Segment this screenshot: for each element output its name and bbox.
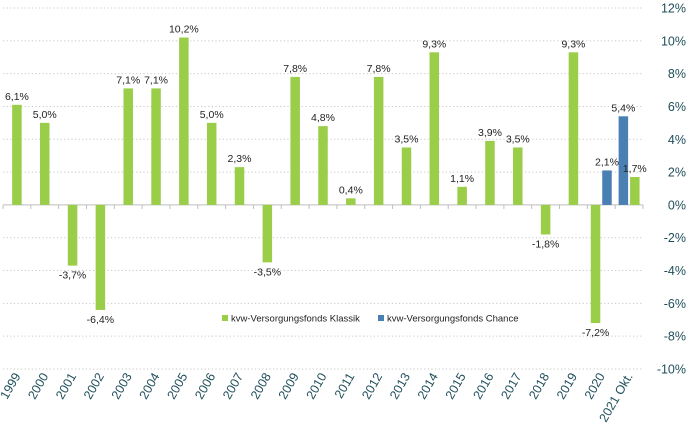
data-label-klassik: 1,1%	[450, 173, 474, 185]
y-tick-label: 8%	[668, 67, 686, 81]
data-label-klassik: -6,4%	[87, 314, 114, 326]
x-tick-label: 2004	[137, 370, 163, 401]
legend-label-chance: kvw-Versorgungsfonds Chance	[387, 314, 519, 325]
bar-klassik-2018	[540, 204, 551, 235]
legend-swatch-klassik	[222, 315, 228, 321]
data-label-chance: 5,4%	[611, 102, 635, 114]
x-tick-label: 2002	[81, 370, 107, 401]
bar-klassik-2007	[234, 167, 245, 205]
x-tick-label: 1999	[0, 370, 24, 401]
data-label-klassik: 6,1%	[5, 91, 29, 103]
x-tick-label: 2007	[220, 370, 246, 401]
x-tick-label: 2006	[192, 370, 218, 401]
x-tick-label: 2003	[109, 370, 135, 401]
bar-klassik-2005	[179, 37, 189, 205]
bar-klassik-1999	[12, 104, 22, 205]
data-label-klassik: -3,5%	[254, 266, 281, 278]
bar-klassik-2010	[318, 126, 328, 205]
bar-klassik-2004	[151, 88, 161, 205]
x-tick-label: 2008	[248, 370, 274, 401]
data-label-chance: 2,1%	[595, 156, 619, 168]
gridlines	[2, 7, 644, 370]
bar-klassik-2008	[262, 204, 273, 263]
x-tick-label: 2014	[415, 370, 441, 401]
data-label-klassik: 7,8%	[283, 63, 307, 75]
bar-klassik-2016	[485, 140, 495, 205]
y-tick-label: 4%	[668, 133, 686, 147]
legend-swatch-chance	[378, 315, 384, 321]
y-tick-label: 12%	[661, 2, 686, 16]
data-label-klassik: 4,8%	[311, 112, 335, 124]
bar-klassik-2021Okt	[630, 177, 640, 205]
bar-chance-2021Okt	[618, 116, 629, 205]
data-label-klassik: 2,3%	[228, 153, 252, 165]
bar-klassik-2014	[429, 52, 440, 205]
data-label-klassik: 7,8%	[367, 63, 391, 75]
data-label-klassik: -3,7%	[59, 270, 86, 282]
bar-klassik-2017	[513, 147, 523, 205]
data-label-klassik: 7,1%	[144, 74, 168, 86]
y-tick-label: -8%	[664, 330, 686, 344]
data-label-klassik: 9,3%	[422, 38, 446, 50]
bar-klassik-2015	[457, 186, 467, 205]
x-tick-label: 2019	[554, 370, 580, 401]
y-tick-label: 10%	[661, 34, 686, 48]
data-label-klassik: 1,7%	[623, 163, 647, 175]
y-tick-label: 6%	[668, 100, 686, 114]
x-tick-label: 2013	[387, 370, 413, 401]
y-tick-label: 0%	[668, 198, 686, 212]
data-label-klassik: -7,2%	[582, 327, 609, 339]
x-tick-label: 2009	[276, 370, 302, 401]
bar-klassik-2006	[206, 122, 217, 205]
x-axis: 1999 2000 2001 2002 2003 2004 2005 2006 2007 2008…	[0, 370, 636, 424]
bar-klassik-2001	[67, 204, 78, 266]
bar-klassik-2011	[346, 198, 356, 205]
bar-klassik-2012	[373, 76, 384, 205]
data-label-klassik: 5,0%	[200, 109, 224, 121]
y-axis: 12% 10% 8% 6% 4% 2% 0% -2% -4% -6% -8% -10%	[657, 2, 686, 377]
x-tick-label: 2005	[164, 370, 190, 401]
bars	[12, 37, 640, 324]
x-tick-label: 2000	[25, 370, 51, 401]
x-tick-label: 2012	[359, 370, 385, 401]
data-label-klassik: 10,2%	[169, 24, 199, 36]
bar-klassik-2003	[123, 88, 133, 205]
x-tick-label: 2010	[304, 370, 330, 401]
y-tick-label: -4%	[664, 264, 686, 278]
data-label-klassik: -1,8%	[532, 238, 559, 250]
bar-klassik-2002	[95, 204, 106, 310]
x-tick-label: 2017	[498, 370, 524, 401]
x-tick-label: 2016	[471, 370, 497, 401]
data-labels: 6,1% 5,0% -3,7% -6,4% 7,1% 7,1% 10,2% 5,0% 2,3% -…	[5, 24, 647, 340]
data-label-klassik: 5,0%	[33, 109, 57, 121]
y-tick-label: -10%	[657, 363, 686, 377]
y-tick-label: -2%	[664, 231, 686, 245]
x-tick-label: 2015	[443, 370, 469, 401]
data-label-klassik: 0,4%	[339, 184, 363, 196]
bar-chance-2020	[602, 170, 612, 205]
bar-klassik-2013	[401, 147, 412, 205]
x-tick-label: 2001	[53, 370, 79, 401]
y-tick-label: -6%	[664, 297, 686, 311]
data-label-klassik: 3,5%	[395, 133, 419, 145]
x-tick-label: 2018	[526, 370, 552, 401]
bar-klassik-2000	[39, 122, 50, 205]
y-tick-label: 2%	[668, 166, 686, 180]
bar-klassik-2019	[568, 52, 579, 205]
data-label-klassik: 9,3%	[561, 38, 585, 50]
x-tick-label: 2011	[332, 370, 358, 400]
legend-label-klassik: kvw-Versorgungsfonds Klassik	[231, 314, 360, 325]
data-label-klassik: 3,5%	[506, 133, 530, 145]
bar-klassik-2020	[590, 204, 601, 324]
data-label-klassik: 7,1%	[116, 74, 140, 86]
x-tick-label: 2020	[582, 370, 608, 401]
data-label-klassik: 3,9%	[478, 127, 502, 139]
bar-klassik-2009	[290, 76, 300, 205]
legend: kvw-Versorgungsfonds Klassik kvw-Versorgu…	[222, 314, 519, 325]
